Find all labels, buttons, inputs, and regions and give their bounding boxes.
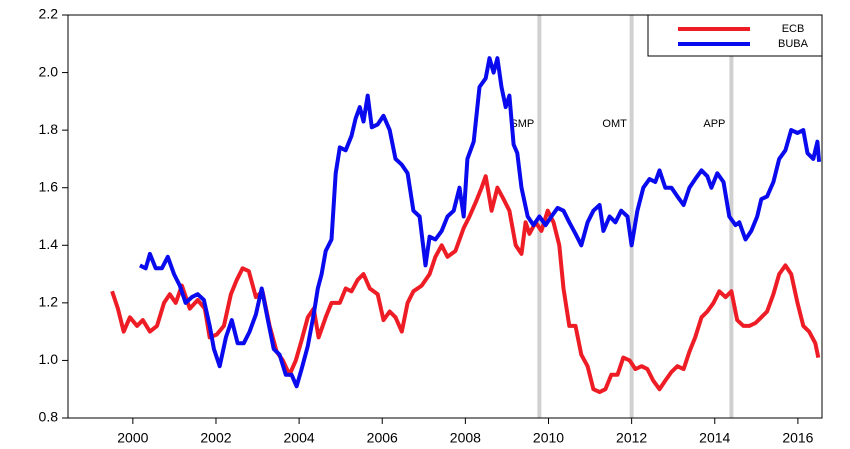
- series-line: [110, 174, 821, 395]
- x-tick-label: 2004: [284, 430, 315, 446]
- x-tick-label: 2000: [117, 430, 148, 446]
- x-tick-label: 2016: [782, 430, 813, 446]
- legend-box: [647, 14, 823, 57]
- y-tick-label: 1.0: [39, 351, 59, 367]
- event-label: APP: [703, 118, 725, 130]
- x-tick-label: 2006: [367, 430, 398, 446]
- y-tick-label: 1.4: [39, 236, 59, 252]
- x-tick-label: 2002: [200, 430, 231, 446]
- event-label: SMP: [510, 118, 534, 130]
- y-tick-label: 0.8: [39, 409, 59, 425]
- plot-frame: [67, 14, 823, 419]
- legend-label: BUBA: [778, 38, 809, 50]
- y-tick-label: 1.6: [39, 178, 59, 194]
- legend-label: ECB: [782, 23, 805, 35]
- y-tick-label: 1.8: [39, 121, 59, 137]
- y-tick-label: 2.0: [39, 63, 59, 79]
- x-tick-label: 2014: [699, 430, 730, 446]
- x-tick-label: 2008: [450, 430, 481, 446]
- series-line: [139, 56, 822, 389]
- x-tick-label: 2010: [533, 430, 564, 446]
- x-tick-label: 2012: [616, 430, 647, 446]
- y-tick-label: 2.2: [39, 6, 59, 22]
- y-tick-label: 1.2: [39, 294, 59, 310]
- event-label: OMT: [602, 118, 627, 130]
